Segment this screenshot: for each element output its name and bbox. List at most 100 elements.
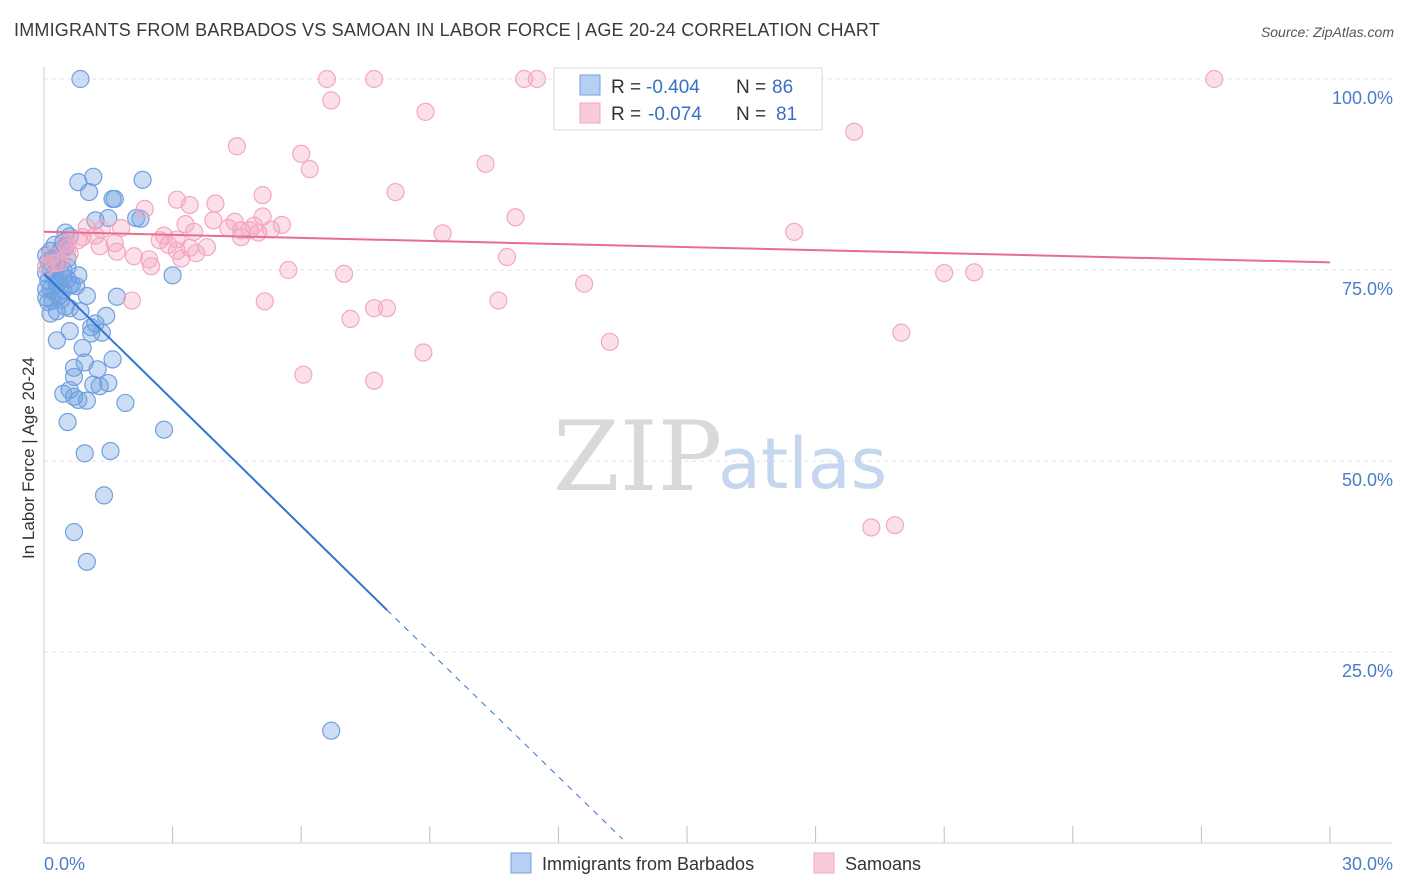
point-samoans xyxy=(476,154,495,173)
point-samoans xyxy=(414,343,433,362)
point-samoans xyxy=(112,218,131,238)
legend-n-value-samoans: 81 xyxy=(776,104,797,125)
point-samoans xyxy=(279,260,298,280)
legend-r-label-samoans: R = xyxy=(611,104,641,125)
point-barbados xyxy=(71,302,90,321)
y-tick-label: 100.0% xyxy=(1332,88,1393,108)
point-barbados xyxy=(154,420,174,439)
points-samoans xyxy=(37,69,1224,537)
point-samoans xyxy=(416,102,435,121)
point-samoans xyxy=(139,250,159,269)
watermark-atlas: atlas xyxy=(718,423,887,505)
point-samoans xyxy=(206,194,225,213)
point-samoans xyxy=(334,264,354,283)
point-barbados xyxy=(94,486,114,505)
point-samoans xyxy=(92,220,111,239)
bottom-legend-swatch-samoans xyxy=(813,852,835,874)
point-barbados xyxy=(79,182,99,202)
stats-legend: R = -0.404 N = 86 R = -0.074 N = 81 xyxy=(553,67,823,131)
point-samoans xyxy=(253,186,272,205)
point-barbados xyxy=(75,444,94,463)
point-samoans xyxy=(294,365,313,384)
legend-r-value-samoans: -0.074 xyxy=(648,104,702,125)
point-samoans xyxy=(124,247,144,266)
point-samoans xyxy=(107,242,126,261)
point-samoans xyxy=(489,291,508,310)
y-tick-label: 50.0% xyxy=(1342,470,1393,490)
point-samoans xyxy=(1205,69,1224,89)
point-samoans xyxy=(122,291,141,310)
point-samoans xyxy=(292,144,311,163)
y-axis-label: In Labor Force | Age 20-24 xyxy=(19,357,38,559)
point-samoans xyxy=(167,241,186,260)
legend-swatch-barbados xyxy=(579,74,601,96)
legend-swatch-samoans xyxy=(579,102,601,124)
point-samoans xyxy=(600,332,619,351)
x-tick-labels: 0.0% 30.0% xyxy=(44,854,1393,874)
point-samoans xyxy=(965,263,984,282)
point-samoans xyxy=(187,244,206,263)
bottom-legend-label-barbados: Immigrants from Barbados xyxy=(542,854,754,874)
point-samoans xyxy=(255,292,274,311)
point-samoans xyxy=(204,211,223,230)
point-samoans xyxy=(433,224,452,243)
point-barbados xyxy=(71,69,90,89)
point-samoans xyxy=(341,309,360,328)
point-samoans xyxy=(935,263,954,283)
legend-r-label-barbados: R = xyxy=(611,77,641,98)
point-barbados xyxy=(322,721,341,740)
point-samoans xyxy=(142,257,161,276)
point-barbados xyxy=(62,275,81,294)
point-samoans xyxy=(135,199,154,218)
point-samoans xyxy=(377,299,397,318)
point-barbados xyxy=(64,522,84,542)
point-samoans xyxy=(58,238,77,257)
point-samoans xyxy=(364,299,384,318)
point-barbados xyxy=(47,331,66,350)
point-samoans xyxy=(150,231,169,250)
legend-r-value-barbados: -0.404 xyxy=(646,77,700,98)
point-barbados xyxy=(60,322,79,341)
point-samoans xyxy=(184,222,204,241)
grid-lines xyxy=(44,78,1392,653)
point-samoans xyxy=(845,122,864,141)
point-samoans xyxy=(862,518,881,537)
point-barbados xyxy=(69,390,88,409)
trend-line-barbados xyxy=(43,273,388,611)
point-samoans xyxy=(262,220,281,239)
point-samoans xyxy=(272,215,292,235)
bottom-legend-swatch-barbados xyxy=(510,852,532,874)
point-barbados xyxy=(99,208,118,228)
trend-lines xyxy=(43,230,1331,840)
source-label: Source: ZipAtlas.com xyxy=(1260,24,1394,40)
point-samoans xyxy=(885,516,905,535)
point-barbados xyxy=(107,287,126,306)
point-samoans xyxy=(300,160,319,179)
point-samoans xyxy=(575,274,594,293)
legend-n-value-barbados: 86 xyxy=(772,77,793,98)
point-barbados xyxy=(92,323,111,342)
point-barbados xyxy=(73,338,92,358)
legend-n-label-barbados: N = xyxy=(736,77,766,98)
point-samoans xyxy=(73,228,92,247)
points-barbados xyxy=(37,69,341,740)
data-points xyxy=(37,69,1224,740)
series-legend: Immigrants from Barbados Samoans xyxy=(510,852,921,874)
point-barbados xyxy=(64,358,84,377)
point-samoans xyxy=(197,237,216,257)
point-samoans xyxy=(90,237,109,256)
legend-n-label-samoans: N = xyxy=(736,104,766,125)
y-tick-labels: 25.0% 50.0% 75.0% 100.0% xyxy=(1332,88,1393,681)
y-tick-label: 75.0% xyxy=(1342,279,1393,299)
point-samoans xyxy=(364,371,384,390)
point-samoans xyxy=(364,69,384,89)
point-samoans xyxy=(785,222,804,241)
point-barbados xyxy=(133,170,152,189)
watermark: ZIP atlas xyxy=(553,401,887,513)
point-samoans xyxy=(244,216,264,235)
point-samoans xyxy=(180,195,199,215)
chart-title: IMMIGRANTS FROM BARBADOS VS SAMOAN IN LA… xyxy=(14,20,880,40)
axes xyxy=(43,67,1392,844)
point-barbados xyxy=(90,377,109,396)
